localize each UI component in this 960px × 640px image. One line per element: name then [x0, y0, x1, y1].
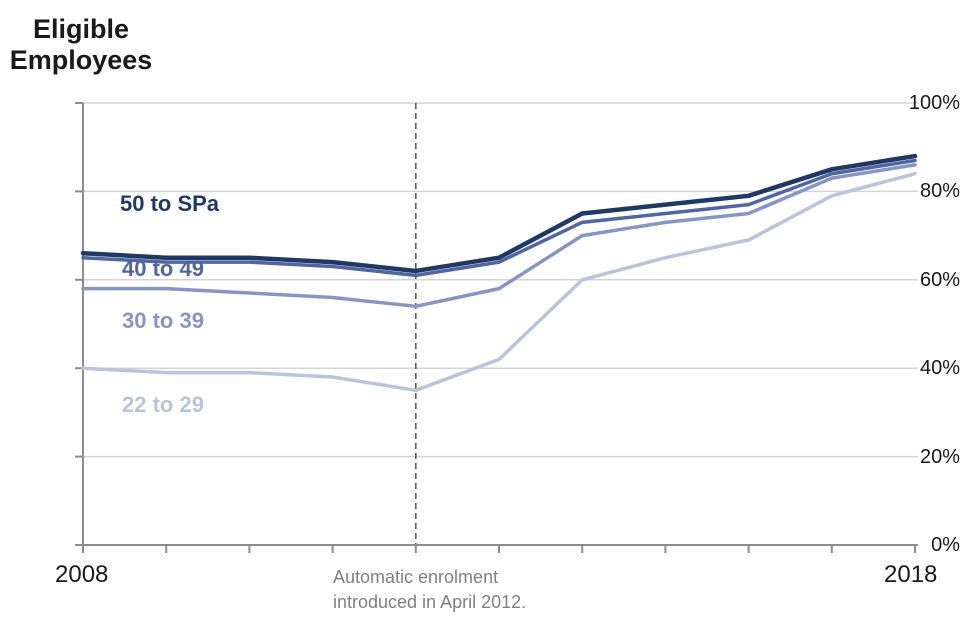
x-axis-label-start: 2008: [55, 561, 109, 588]
series-line-22-to-29: [81, 171, 917, 393]
y-tick-label-80: 80%: [919, 180, 960, 203]
series-label-50-to-spa: 50 to SPa: [120, 191, 220, 216]
chart-title: Eligible Employees: [9, 14, 153, 75]
series-line-40-to-49: [81, 158, 917, 278]
series-line-30-to-39: [81, 163, 917, 309]
y-tick-label-0: 0%: [931, 534, 960, 556]
series-label-40-to-49: 40 to 49: [122, 256, 204, 281]
y-tick-label-100: 100%: [908, 92, 960, 114]
y-tick-label-20: 20%: [919, 445, 960, 468]
series-label-22-to-29: 22 to 29: [122, 392, 204, 417]
annotation-line-2: introduced in April 2012.: [333, 592, 527, 612]
y-tick-label-40: 40%: [919, 357, 960, 380]
x-axis-label-end: 2018: [884, 561, 938, 588]
series-line-50-to-spa: [80, 153, 918, 274]
annotation-line-1: Automatic enrolment: [333, 567, 499, 587]
series-label-30-to-39: 30 to 39: [122, 308, 204, 333]
y-tick-label-60: 60%: [919, 268, 960, 291]
annotation-automatic-enrolment: Automatic enrolment introduced in April …: [333, 565, 526, 615]
